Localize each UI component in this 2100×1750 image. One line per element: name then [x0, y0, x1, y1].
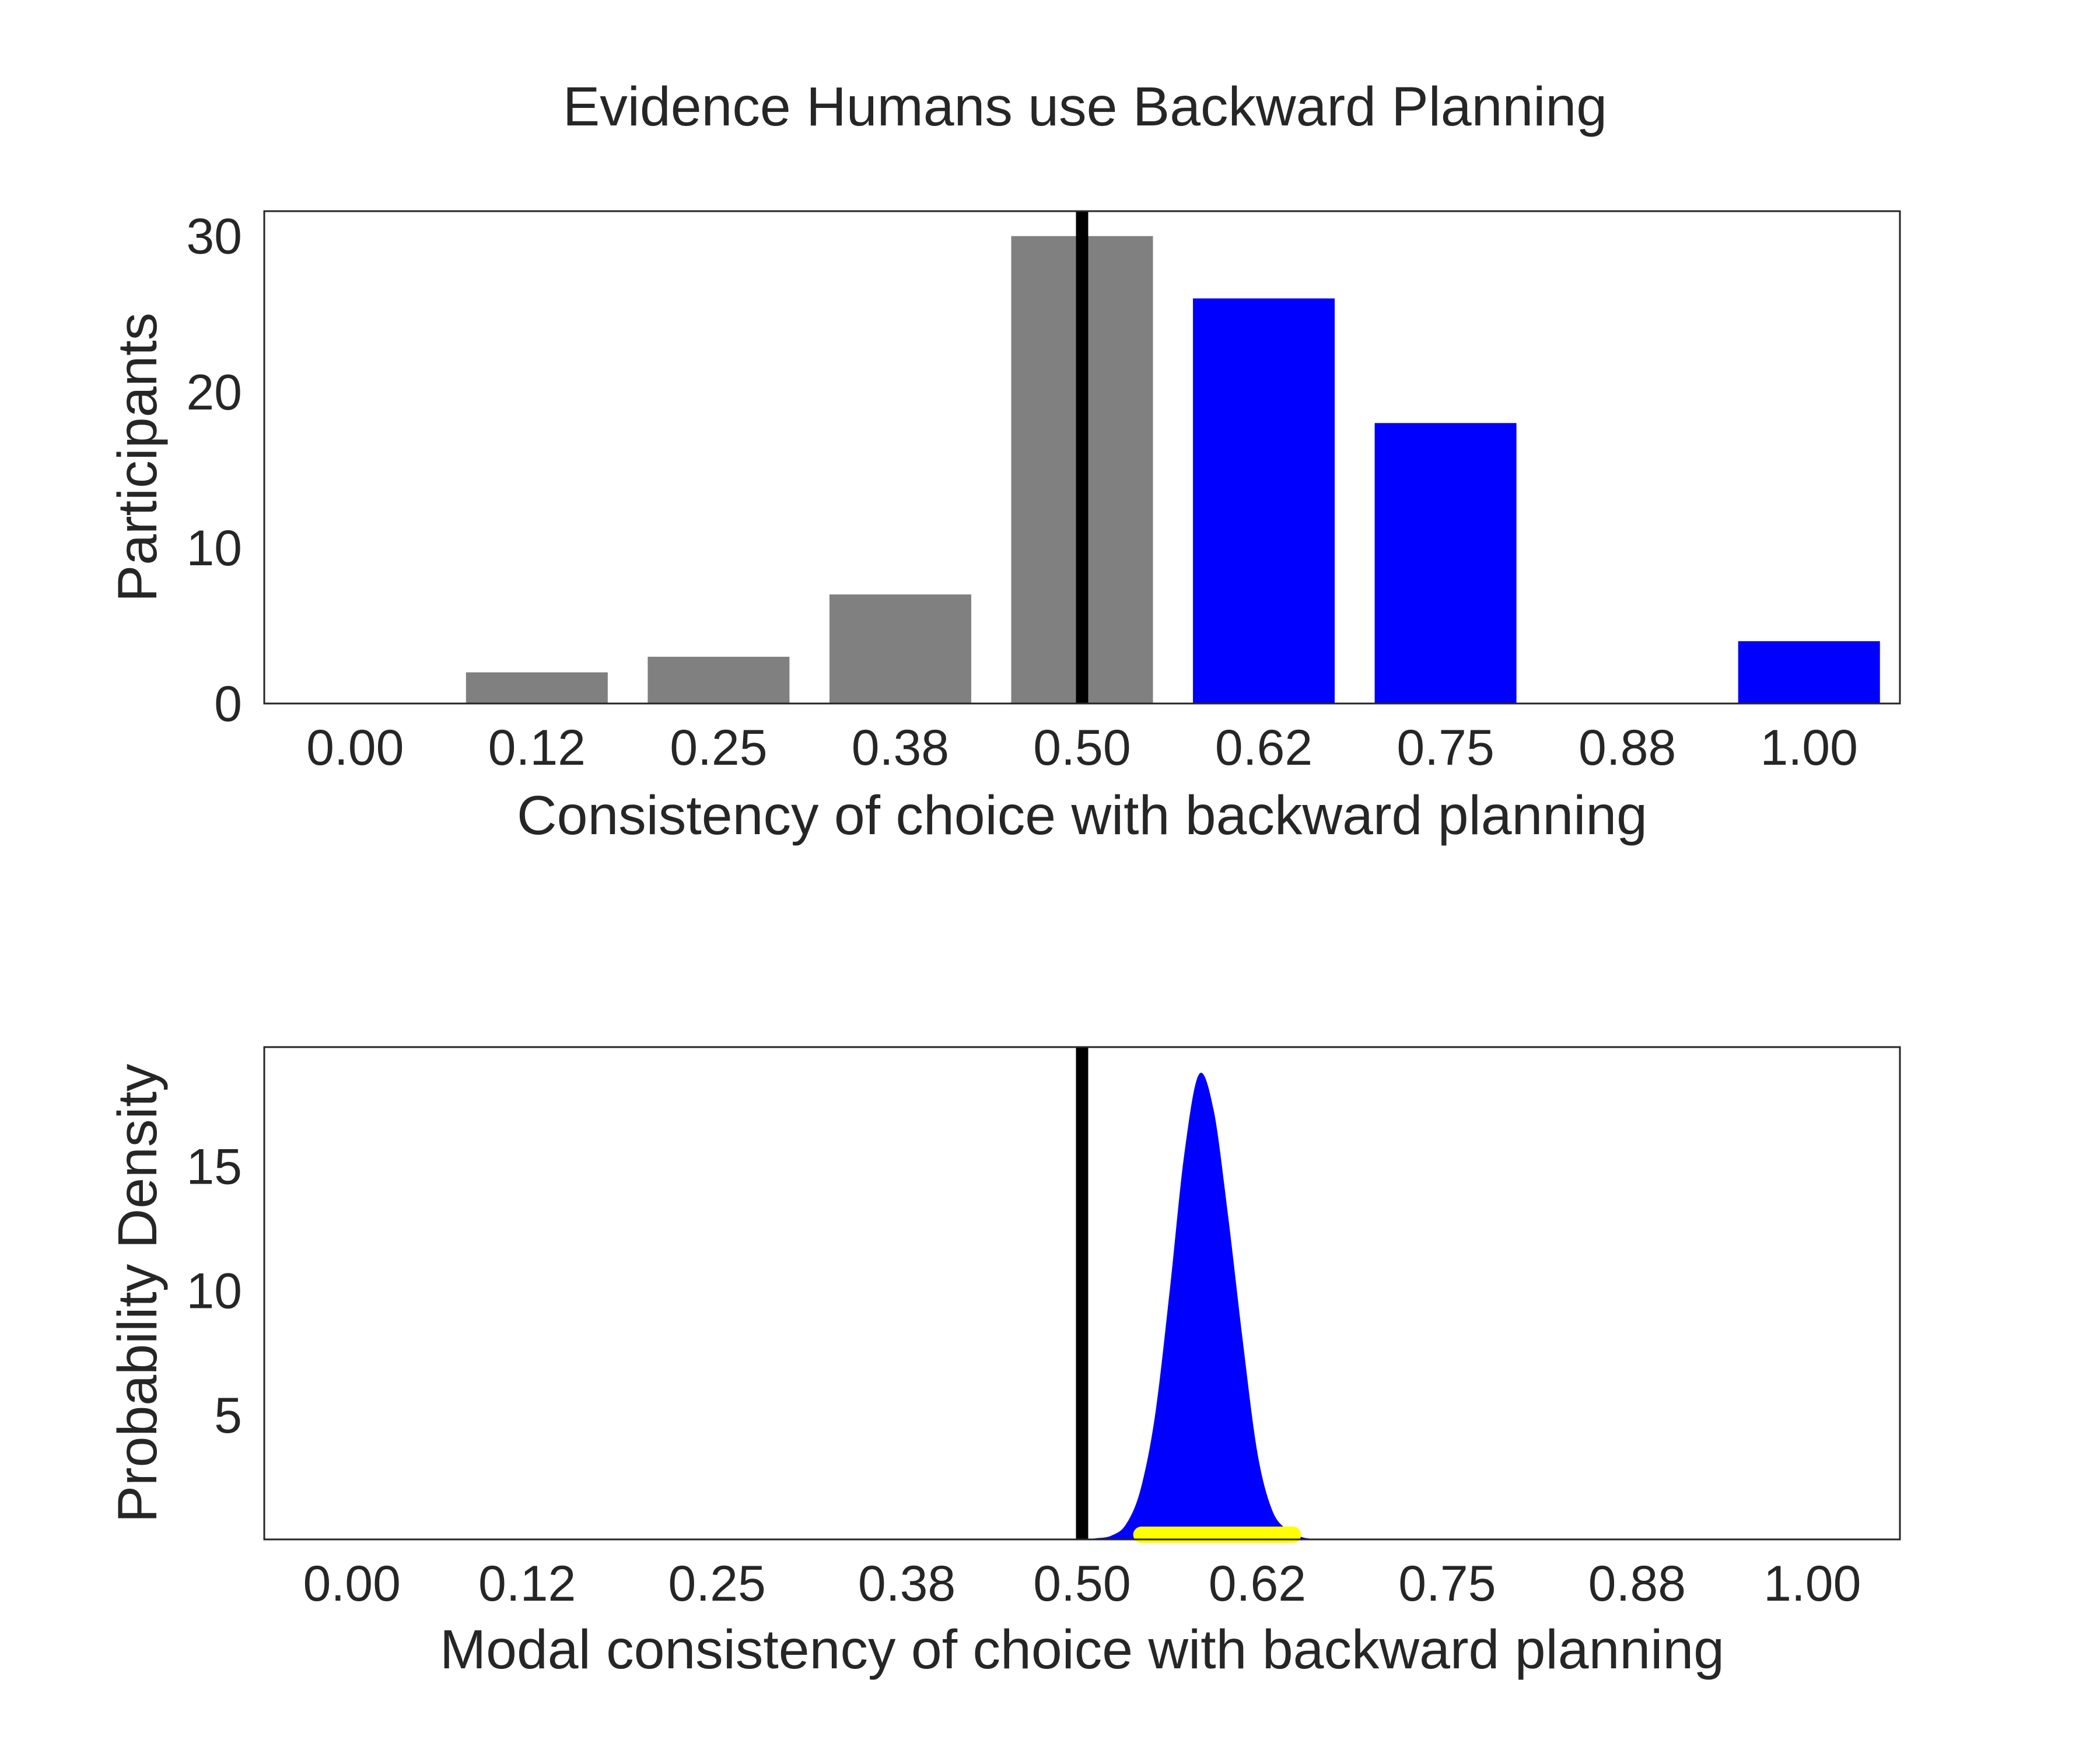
top-y-axis-label: Participants	[107, 313, 169, 602]
top-x-tick-0.50: 0.50	[1033, 720, 1130, 776]
top-x-tick-0.38: 0.38	[852, 720, 949, 776]
bottom-x-tick-0.12: 0.12	[478, 1556, 576, 1612]
bottom-y-tick-labels: 5 10 15	[186, 1139, 242, 1444]
bottom-x-tick-0.50: 0.50	[1033, 1556, 1130, 1612]
top-x-tick-1.00: 1.00	[1760, 720, 1858, 776]
bottom-x-tick-0.38: 0.38	[858, 1556, 956, 1612]
bottom-density-chart: 0.00 0.12 0.25 0.38 0.50 0.62 0.75 0.88 1.00 5 10…	[107, 1046, 1901, 1681]
top-y-tick-30: 30	[186, 209, 242, 265]
credible-interval-bar	[1133, 1527, 1301, 1543]
top-x-tick-0.00: 0.00	[306, 720, 404, 776]
bottom-y-axis-label: Probability Density	[107, 1063, 169, 1522]
top-y-tick-20: 20	[186, 365, 242, 421]
top-x-tick-labels: 0.00 0.12 0.25 0.38 0.50 0.62 0.75 0.88 1.00	[306, 720, 1858, 776]
top-x-tick-0.25: 0.25	[670, 720, 767, 776]
bottom-x-tick-0.62: 0.62	[1209, 1556, 1306, 1612]
top-y-tick-0: 0	[214, 676, 242, 732]
top-x-tick-0.88: 0.88	[1578, 720, 1676, 776]
top-bar-chart: 0.00 0.12 0.25 0.38 0.50 0.62 0.75 0.88 1.00 0 10…	[107, 209, 1901, 846]
bottom-x-tick-labels: 0.00 0.12 0.25 0.38 0.50 0.62 0.75 0.88 1.00	[303, 1556, 1861, 1612]
bottom-x-axis-label: Modal consistency of choice with backwar…	[440, 1619, 1724, 1681]
top-x-tick-0.75: 0.75	[1396, 720, 1494, 776]
figure-title: Evidence Humans use Backward Planning	[563, 76, 1607, 138]
bottom-x-tick-1.00: 1.00	[1763, 1556, 1861, 1612]
bottom-y-tick-10: 10	[186, 1264, 242, 1320]
density-area	[1082, 1073, 1345, 1539]
bar-0.38	[829, 594, 971, 704]
top-x-tick-0.62: 0.62	[1215, 720, 1312, 776]
top-plot-frame	[263, 210, 1901, 705]
bar-0.62	[1193, 298, 1335, 704]
bar-1.00	[1738, 641, 1880, 704]
top-x-tick-0.12: 0.12	[488, 720, 586, 776]
top-y-tick-labels: 0 10 20 30	[186, 209, 242, 732]
bottom-x-tick-0.25: 0.25	[668, 1556, 765, 1612]
bottom-x-tick-0.88: 0.88	[1588, 1556, 1686, 1612]
top-x-axis-label: Consistency of choice with backward plan…	[517, 785, 1647, 846]
bar-0.75	[1374, 423, 1517, 704]
bar-0.12	[466, 672, 608, 704]
bottom-plot-frame	[263, 1046, 1901, 1541]
top-y-tick-10: 10	[186, 520, 242, 576]
bottom-x-tick-0.00: 0.00	[303, 1556, 401, 1612]
bottom-y-tick-5: 5	[214, 1388, 242, 1444]
bottom-y-tick-15: 15	[186, 1139, 242, 1195]
bottom-x-tick-0.75: 0.75	[1398, 1556, 1496, 1612]
bar-0.25	[648, 656, 790, 704]
